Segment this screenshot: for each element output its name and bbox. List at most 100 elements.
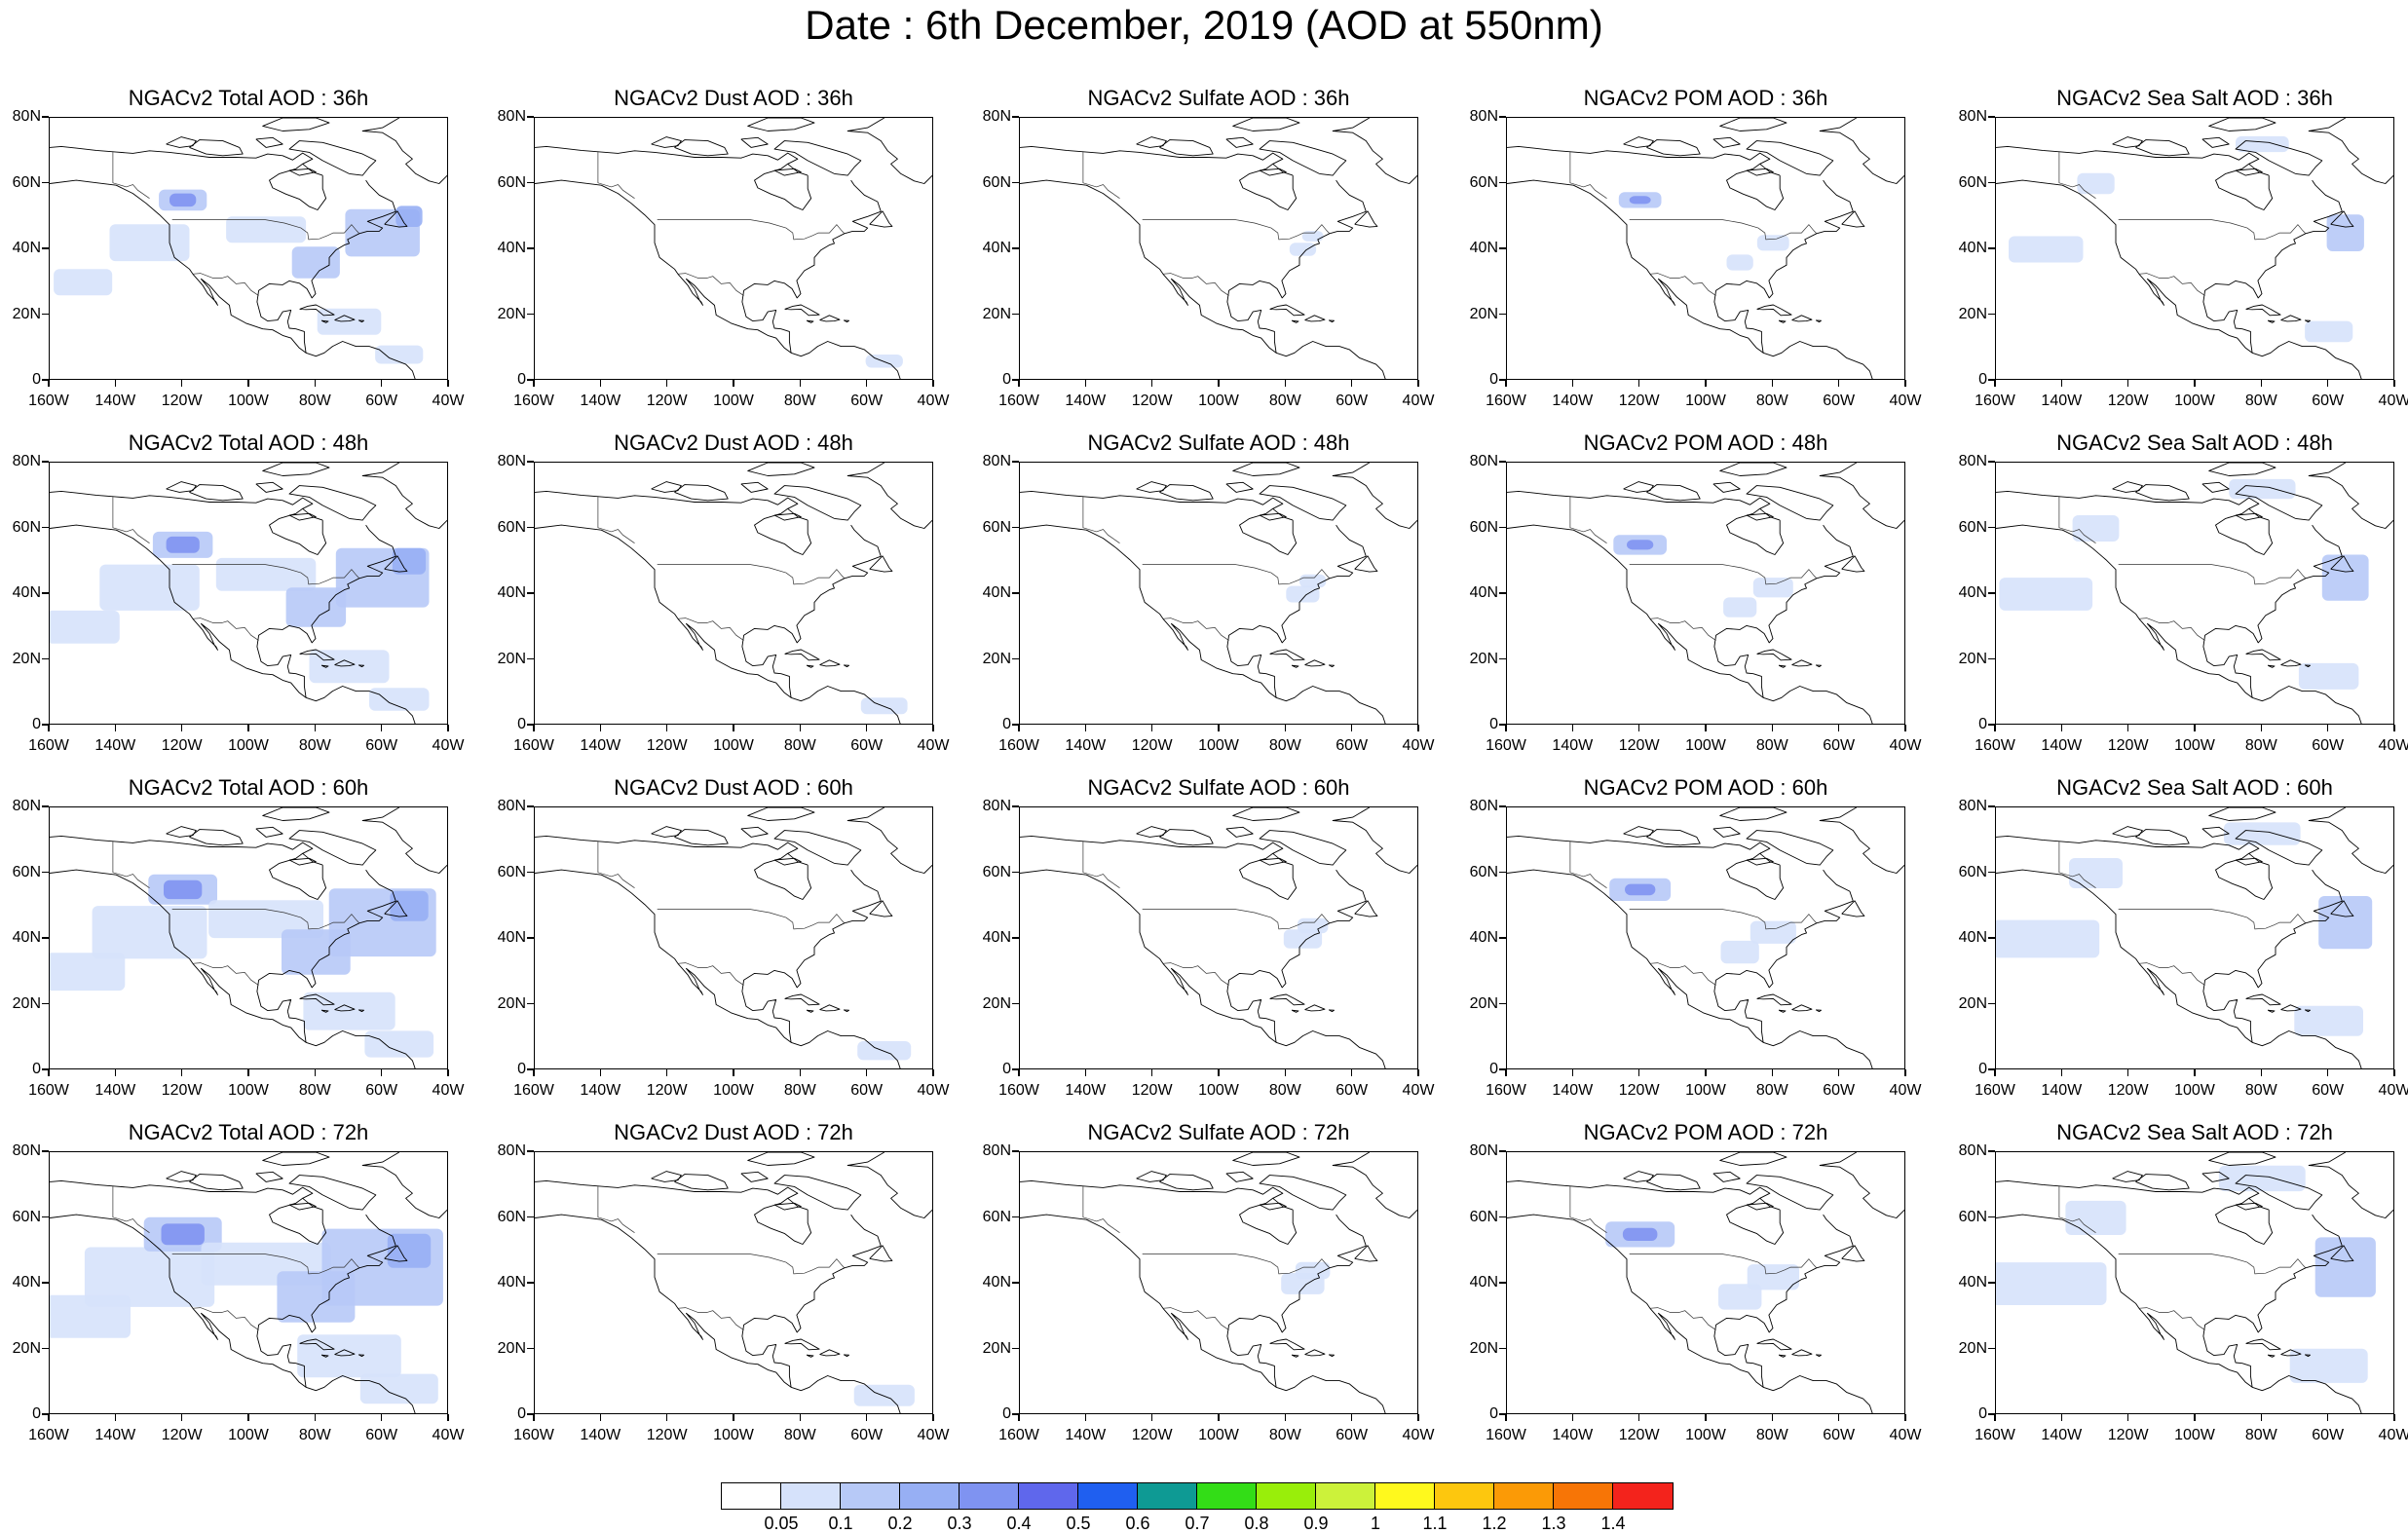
lat-tick-mark [1988,313,1995,316]
aod-shading-region [2069,858,2123,888]
lat-tick-label: 80N [497,108,526,125]
map-plot-area [49,462,448,725]
coastline [1239,163,1298,210]
lat-tick-mark [1988,461,1995,463]
lon-tick-label: 80W [298,737,331,754]
map-panel-pom-72h: NGACv2 POM AOD : 72h 80N 60N 40N 20N 0 160W 140… [1470,1120,1922,1473]
lon-tick-mark [599,1414,602,1421]
coastline [288,512,317,521]
map-panel-total-60h: NGACv2 Total AOD : 60h 80N 60N 40N 20N 0 160W 1… [13,775,465,1128]
lat-tick-mark [1012,181,1019,184]
lat-tick-label: 0 [1002,1405,1011,1422]
lat-tick-label: 20N [1469,305,1498,322]
aod-map-svg [1020,118,1417,379]
coastline [1815,319,1822,323]
lon-tick-label: 120W [2107,1082,2149,1099]
colorbar-swatch [1316,1483,1375,1509]
coastline [320,319,329,323]
coastline [1020,1179,1284,1199]
lon-tick-mark [665,1069,668,1076]
lat-tick-label: 80N [1958,453,1987,469]
country-border [171,1253,360,1275]
country-border [1649,273,1716,296]
coastline [166,1171,197,1182]
lon-tick-mark [380,380,383,387]
lon-tick-mark [733,1069,734,1076]
lat-tick-label: 20N [12,994,41,1012]
colorbar-label: 1 [1370,1514,1380,1533]
lon-tick-label: 160W [513,393,554,409]
lon-tick-mark [2060,1414,2063,1421]
coastline [2304,1009,2311,1013]
coastline [1996,869,2362,1068]
aod-map-svg [535,118,932,379]
lon-tick-mark [1417,1069,1419,1076]
lon-tick-mark [114,1069,117,1076]
aod-map-svg [1996,463,2393,724]
aod-shading-region [208,900,323,939]
panel-title: NGACv2 POM AOD : 36h [1583,86,1828,110]
coastline [1291,1009,1299,1013]
colorbar-label: 0.4 [1006,1514,1032,1533]
aod-shading-region [2072,515,2120,542]
coastline [2135,139,2190,157]
lon-tick-label: 60W [365,1427,398,1443]
coastline [1756,1338,1792,1351]
lat-tick-label: 80N [1958,798,1987,814]
lat-tick-label: 60N [12,518,41,536]
lat-tick-mark [527,1002,534,1005]
coastline [1746,512,1774,521]
lat-tick-mark [42,379,49,381]
coastline [269,1197,327,1245]
lat-tick-label: 20N [1469,650,1498,667]
lat-tick-label: 20N [497,650,526,667]
coastline [50,145,314,165]
lon-tick-mark [447,1414,449,1421]
map-plot-area [1995,1151,2394,1414]
lat-tick-label: 80N [1469,1142,1498,1159]
lon-tick-label: 40W [1889,1082,1922,1099]
coastline [1332,118,1417,184]
coastline [2304,1354,2311,1358]
lat-tick-mark [1499,805,1506,807]
aod-shading-region [1996,1262,2107,1305]
aod-map-svg [50,118,447,379]
lon-tick-mark [2194,1414,2196,1421]
coastline [2267,1009,2276,1013]
coastline [2308,807,2393,874]
coastline [773,140,862,176]
coastline [1020,869,1386,1068]
coastline [535,835,799,854]
lon-tick-label: 100W [713,1427,754,1443]
lat-tick-label: 0 [1489,716,1498,732]
colorbar-label: 1.1 [1422,1514,1448,1533]
coastline [773,830,862,866]
coastline [1841,900,1865,917]
coastline [2208,118,2276,131]
coastline [1269,1338,1305,1351]
coastline [1746,830,1834,866]
lon-tick-mark [1284,380,1287,387]
aod-shading-region [1629,196,1651,205]
lon-tick-mark [1018,725,1020,731]
aod-shading-region [865,355,903,368]
coastline [1996,179,2362,379]
lon-tick-mark [2126,1414,2129,1421]
lat-tick-mark [527,1347,534,1350]
aod-map-svg [1020,807,1417,1068]
coastline [1239,852,1298,900]
lat-tick-label: 0 [517,1405,526,1422]
lon-tick-mark [533,380,535,387]
lon-tick-label: 120W [2107,1427,2149,1443]
lat-tick-mark [527,592,534,594]
map-panel-sulfate-48h: NGACv2 Sulfate AOD : 48h 80N 60N 40N 20N 0 160… [983,430,1435,783]
coastline [1841,210,1865,228]
lon-tick-label: 100W [2174,393,2215,409]
lon-tick-label: 80W [2244,393,2277,409]
coastline [269,852,327,900]
coastline [255,481,283,493]
lat-tick-mark [1012,1413,1019,1415]
lon-tick-mark [2194,380,2196,387]
lat-tick-mark [42,657,49,660]
lat-tick-mark [42,1282,49,1284]
